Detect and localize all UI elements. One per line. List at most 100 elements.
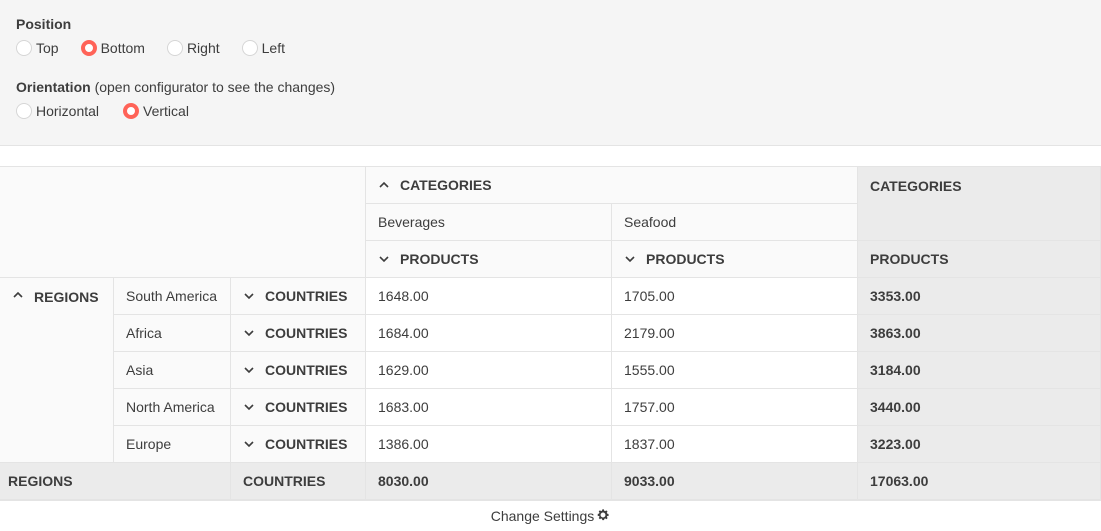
header-label: COUNTRIES bbox=[265, 325, 348, 341]
radio-dot[interactable] bbox=[16, 103, 32, 119]
chevron-down-icon[interactable] bbox=[243, 327, 259, 339]
totals-row-label: REGIONS bbox=[0, 463, 231, 500]
radio-label: Top bbox=[36, 40, 59, 56]
totals-row-sub: COUNTRIES bbox=[231, 463, 366, 500]
data-cell: 1386.00 bbox=[366, 426, 612, 463]
row-member-asia: Asia bbox=[114, 352, 231, 389]
header-label: PRODUCTS bbox=[646, 251, 725, 267]
countries-header[interactable]: COUNTRIES bbox=[231, 352, 366, 389]
row-member-africa: Africa bbox=[114, 315, 231, 352]
header-label: CATEGORIES bbox=[870, 178, 962, 194]
position-radio-group: Top Bottom Right Left bbox=[16, 40, 305, 56]
position-title: Position bbox=[16, 16, 72, 32]
radio-dot[interactable] bbox=[123, 103, 140, 119]
categories-column-header[interactable]: CATEGORIES bbox=[366, 167, 858, 204]
radio-label: Vertical bbox=[143, 103, 189, 119]
cell-value: 9033.00 bbox=[624, 473, 675, 489]
cell-value: 1757.00 bbox=[624, 399, 675, 415]
chevron-up-icon[interactable] bbox=[378, 179, 394, 191]
orientation-note: (open configurator to see the changes) bbox=[94, 79, 336, 95]
data-cell: 1757.00 bbox=[612, 389, 858, 426]
grand-total-cell: 17063.00 bbox=[858, 463, 1101, 500]
cell-value: 1555.00 bbox=[624, 362, 675, 378]
column-total-cell: 8030.00 bbox=[366, 463, 612, 500]
header-label: COUNTRIES bbox=[265, 362, 348, 378]
grand-total-products-header: PRODUCTS bbox=[858, 241, 1101, 278]
data-cell: 1684.00 bbox=[366, 315, 612, 352]
radio-dot[interactable] bbox=[80, 40, 97, 56]
data-cell: 1648.00 bbox=[366, 278, 612, 315]
row-total-cell: 3223.00 bbox=[858, 426, 1101, 463]
gear-icon[interactable] bbox=[594, 508, 610, 525]
member-label: Seafood bbox=[624, 214, 677, 230]
position-top-radio[interactable]: Top bbox=[16, 40, 59, 56]
cell-value: 1629.00 bbox=[378, 362, 429, 378]
radio-dot[interactable] bbox=[16, 40, 32, 56]
header-label: PRODUCTS bbox=[400, 251, 479, 267]
data-cell: 1683.00 bbox=[366, 389, 612, 426]
chevron-down-icon[interactable] bbox=[243, 401, 259, 413]
radio-label: Right bbox=[186, 40, 220, 56]
header-label: COUNTRIES bbox=[265, 436, 348, 452]
cell-value: 3440.00 bbox=[870, 399, 921, 415]
pivot-grid: CATEGORIES CATEGORIES Beverages Seafood … bbox=[0, 166, 1101, 500]
chevron-up-icon[interactable] bbox=[12, 289, 28, 301]
chevron-down-icon[interactable] bbox=[243, 290, 259, 302]
chevron-down-icon[interactable] bbox=[378, 253, 394, 265]
data-cell: 2179.00 bbox=[612, 315, 858, 352]
header-label: PRODUCTS bbox=[870, 251, 949, 267]
countries-header[interactable]: COUNTRIES bbox=[231, 426, 366, 463]
products-header-beverages[interactable]: PRODUCTS bbox=[366, 241, 612, 278]
chevron-down-icon[interactable] bbox=[243, 438, 259, 450]
header-label: COUNTRIES bbox=[265, 288, 348, 304]
cell-value: 17063.00 bbox=[870, 473, 929, 489]
header-label: COUNTRIES bbox=[243, 473, 326, 489]
position-bottom-radio[interactable]: Bottom bbox=[80, 40, 145, 56]
chevron-down-icon[interactable] bbox=[243, 364, 259, 376]
row-member-north-america: North America bbox=[114, 389, 231, 426]
header-label: REGIONS bbox=[8, 473, 73, 489]
member-label: Africa bbox=[126, 325, 162, 341]
cell-value: 2179.00 bbox=[624, 325, 675, 341]
cell-value: 3184.00 bbox=[870, 362, 921, 378]
data-cell: 1705.00 bbox=[612, 278, 858, 315]
orientation-horizontal-radio[interactable]: Horizontal bbox=[16, 103, 99, 119]
cell-value: 1837.00 bbox=[624, 436, 675, 452]
countries-header[interactable]: COUNTRIES bbox=[231, 315, 366, 352]
change-settings-button[interactable]: Change Settings bbox=[491, 508, 611, 525]
member-label: Asia bbox=[126, 362, 154, 378]
radio-label: Bottom bbox=[100, 40, 145, 56]
position-left-radio[interactable]: Left bbox=[241, 40, 285, 56]
data-cell: 1629.00 bbox=[366, 352, 612, 389]
header-label: CATEGORIES bbox=[400, 177, 492, 193]
data-cell: 1837.00 bbox=[612, 426, 858, 463]
position-right-radio[interactable]: Right bbox=[166, 40, 220, 56]
products-header-seafood[interactable]: PRODUCTS bbox=[612, 241, 858, 278]
pivot-footer: Change Settings bbox=[0, 500, 1101, 531]
radio-label: Left bbox=[261, 40, 285, 56]
countries-header[interactable]: COUNTRIES bbox=[231, 278, 366, 315]
row-total-cell: 3184.00 bbox=[858, 352, 1101, 389]
regions-row-header[interactable]: REGIONS bbox=[0, 278, 114, 463]
cell-value: 1683.00 bbox=[378, 399, 429, 415]
orientation-vertical-radio[interactable]: Vertical bbox=[123, 103, 189, 119]
column-member-seafood: Seafood bbox=[612, 204, 858, 241]
chevron-down-icon[interactable] bbox=[624, 253, 640, 265]
header-label: REGIONS bbox=[34, 289, 99, 305]
member-label: Europe bbox=[126, 436, 172, 452]
radio-dot[interactable] bbox=[166, 40, 183, 56]
cell-value: 1705.00 bbox=[624, 288, 675, 304]
orientation-radio-group: Horizontal Vertical bbox=[16, 103, 209, 119]
cell-value: 3353.00 bbox=[870, 288, 921, 304]
orientation-title: Orientation (open configurator to see th… bbox=[16, 79, 335, 95]
countries-header[interactable]: COUNTRIES bbox=[231, 389, 366, 426]
row-member-europe: Europe bbox=[114, 426, 231, 463]
radio-dot[interactable] bbox=[241, 40, 258, 56]
cell-value: 1386.00 bbox=[378, 436, 429, 452]
row-member-south-america: South America bbox=[114, 278, 231, 315]
cell-value: 8030.00 bbox=[378, 473, 429, 489]
column-total-cell: 9033.00 bbox=[612, 463, 858, 500]
column-member-beverages: Beverages bbox=[366, 204, 612, 241]
cell-value: 1684.00 bbox=[378, 325, 429, 341]
member-label: South America bbox=[126, 288, 218, 304]
